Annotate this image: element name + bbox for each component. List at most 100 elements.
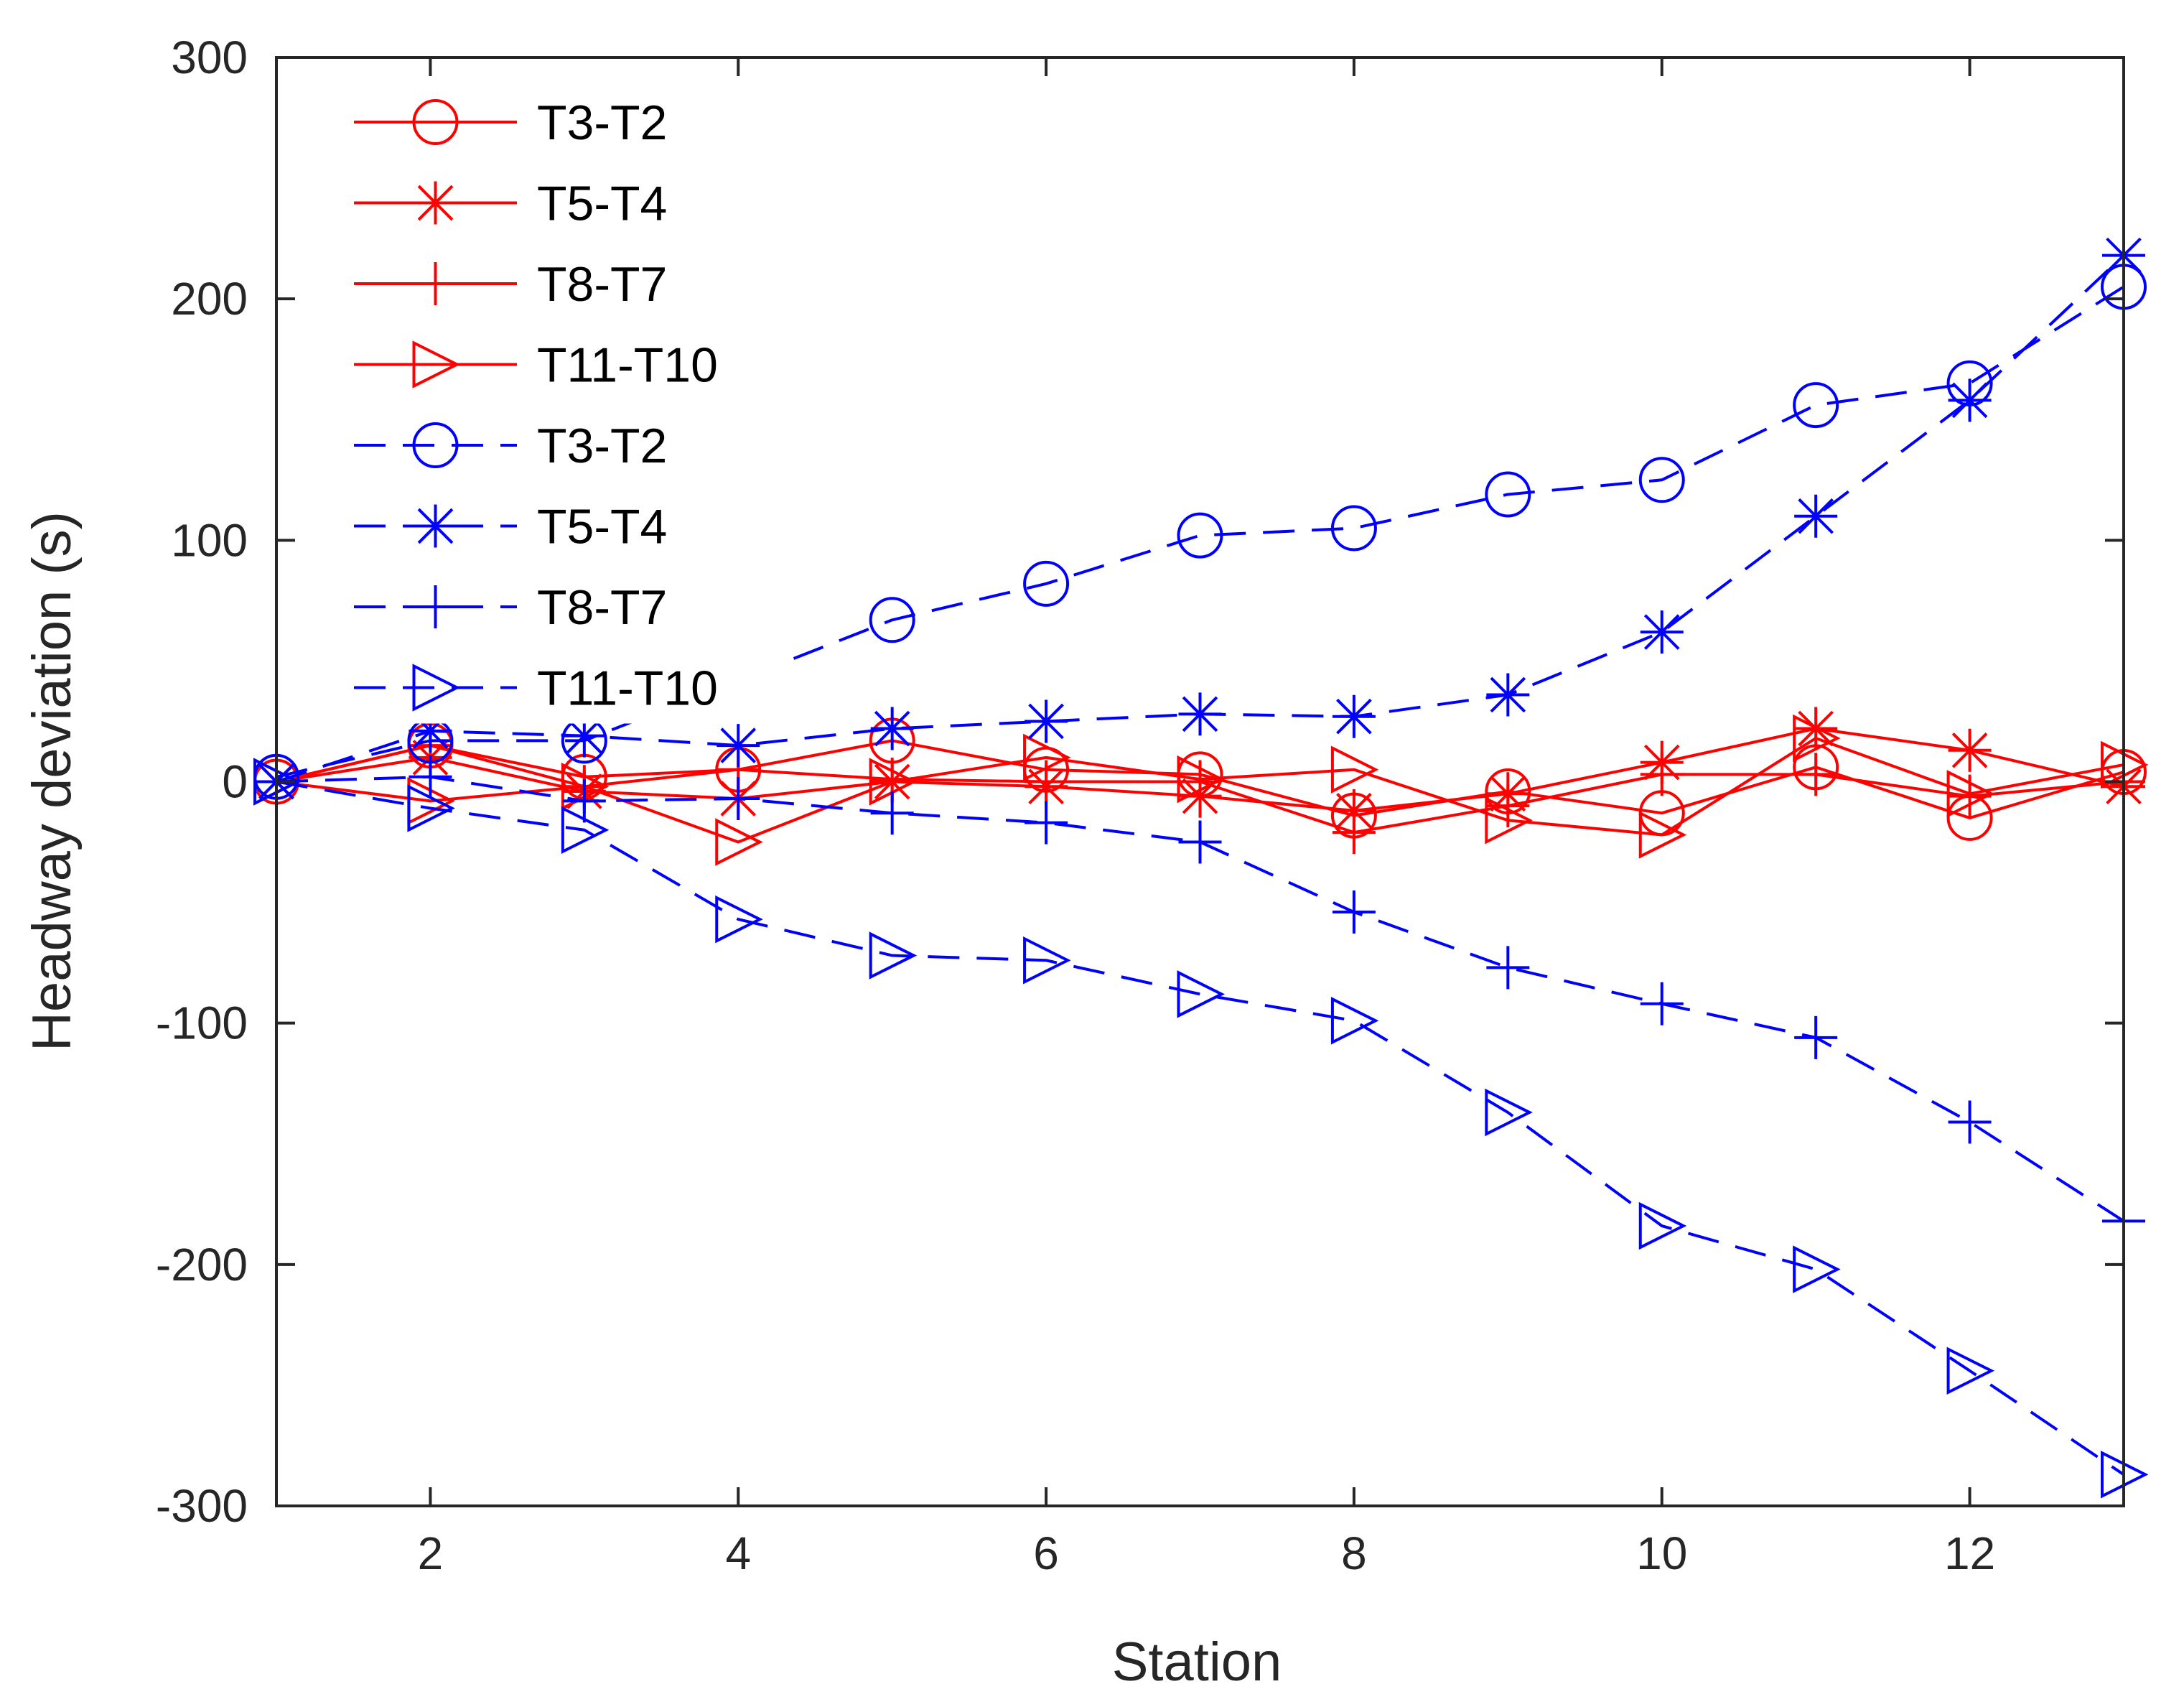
- legend-label: T3-T2: [537, 419, 667, 473]
- x-tick-label: 4: [725, 1527, 751, 1579]
- legend-label: T5-T4: [537, 177, 667, 231]
- data-point: [1638, 1201, 1687, 1250]
- series-line: [276, 780, 2125, 1476]
- legend-marker: [412, 99, 459, 145]
- data-point: [1025, 699, 1068, 743]
- legend: T3-T2 T5-T4 T8-T7 T11-T10 T3-T2 T5-T4 T8-T7 T11…: [347, 86, 792, 724]
- legend-label: T3-T2: [537, 96, 667, 150]
- data-point: [1023, 936, 1071, 985]
- data-point: [1638, 811, 1687, 859]
- y-tick-label: -100: [156, 997, 248, 1049]
- data-point: [1025, 801, 1068, 845]
- legend-entry: T5-T4: [347, 167, 792, 239]
- legend-marker: [412, 422, 459, 468]
- data-point: [1948, 728, 1992, 772]
- asterisk-stroke: [417, 508, 454, 544]
- data-point: [1486, 673, 1530, 717]
- data-point: [1640, 982, 1684, 1025]
- y-tick-label: 200: [171, 273, 248, 325]
- asterisk-stroke: [1951, 382, 1988, 419]
- x-tick-label: 8: [1341, 1527, 1367, 1579]
- y-tick-label: -300: [156, 1480, 248, 1532]
- asterisk-stroke: [566, 717, 602, 754]
- asterisk-stroke: [1336, 698, 1372, 735]
- data-point: [1946, 770, 1995, 818]
- data-point: [1485, 796, 1533, 845]
- data-point: [1794, 753, 1838, 796]
- data-point: [1178, 692, 1222, 736]
- data-point: [1177, 512, 1223, 559]
- legend-marker: [414, 504, 457, 548]
- data-point: [409, 755, 452, 799]
- data-point: [561, 806, 610, 854]
- legend-entry: T11-T10: [347, 651, 792, 724]
- data-point: [1486, 946, 1530, 990]
- asterisk-stroke: [1182, 696, 1218, 732]
- asterisk-stroke: [1028, 703, 1064, 740]
- asterisk-stroke: [720, 727, 757, 763]
- data-point: [1946, 1346, 1995, 1395]
- data-point: [1793, 1245, 1841, 1293]
- data-point: [1332, 811, 1376, 855]
- data-point: [870, 707, 914, 750]
- data-point: [562, 714, 606, 758]
- data-point: [1485, 1088, 1533, 1137]
- series-7: [253, 758, 2149, 1499]
- y-tick-label: 300: [171, 32, 248, 83]
- data-point: [1794, 494, 1838, 538]
- data-point: [1640, 610, 1684, 654]
- data-point: [407, 784, 455, 832]
- data-point: [717, 777, 760, 821]
- legend-entry: T11-T10: [347, 328, 792, 401]
- data-point: [1793, 714, 1841, 763]
- data-point: [1023, 560, 1070, 607]
- data-point: [715, 895, 763, 944]
- asterisk-stroke: [1951, 732, 1988, 768]
- asterisk-stroke: [1643, 614, 1680, 650]
- axes-layer: 2 4 6 8 10 12 -300 -200 -100 0 100 200 300: [156, 32, 2125, 1579]
- data-point: [869, 597, 915, 643]
- legend-label: T11-T10: [537, 338, 718, 393]
- data-point: [717, 724, 760, 768]
- data-point: [1793, 382, 1839, 429]
- legend-marker: [414, 181, 457, 225]
- legend-marker: [414, 585, 457, 628]
- legend-label: T8-T7: [537, 257, 667, 312]
- legend-entry: T5-T4: [347, 490, 792, 562]
- legend-entry: T3-T2: [347, 86, 792, 158]
- data-point: [1330, 997, 1379, 1045]
- legend-label: T5-T4: [537, 500, 667, 554]
- data-point: [1332, 890, 1376, 934]
- y-tick-label: -200: [156, 1239, 248, 1290]
- legend-label: T8-T7: [537, 580, 667, 635]
- y-axis-title: Headway deviation (s): [22, 511, 83, 1051]
- asterisk-stroke: [874, 710, 910, 747]
- data-point: [1332, 694, 1376, 738]
- data-point: [1638, 457, 1685, 503]
- x-axis-title: Station: [1112, 1632, 1282, 1693]
- data-point: [1177, 970, 1225, 1018]
- data-point: [715, 818, 763, 866]
- legend-marker: [412, 340, 460, 389]
- asterisk-stroke: [1490, 676, 1526, 713]
- legend-entry: T8-T7: [347, 248, 792, 320]
- asterisk-stroke: [1798, 498, 1834, 534]
- x-tick-label: 6: [1033, 1527, 1059, 1579]
- data-point: [1794, 1015, 1838, 1059]
- data-point: [1330, 745, 1379, 794]
- data-point: [562, 779, 606, 823]
- data-point: [1330, 505, 1377, 552]
- data-point: [1023, 733, 1071, 782]
- series-6: [255, 755, 2145, 1243]
- data-point: [1485, 471, 1531, 518]
- y-tick-label: 100: [171, 514, 248, 566]
- asterisk-stroke: [417, 185, 454, 221]
- data-point: [1177, 755, 1225, 804]
- data-point: [1948, 1100, 1992, 1144]
- legend-entry: T3-T2: [347, 409, 792, 481]
- y-tick-label: 0: [222, 756, 248, 808]
- data-point: [1640, 753, 1684, 796]
- asterisk-stroke: [1336, 793, 1372, 829]
- data-point: [1178, 820, 1222, 864]
